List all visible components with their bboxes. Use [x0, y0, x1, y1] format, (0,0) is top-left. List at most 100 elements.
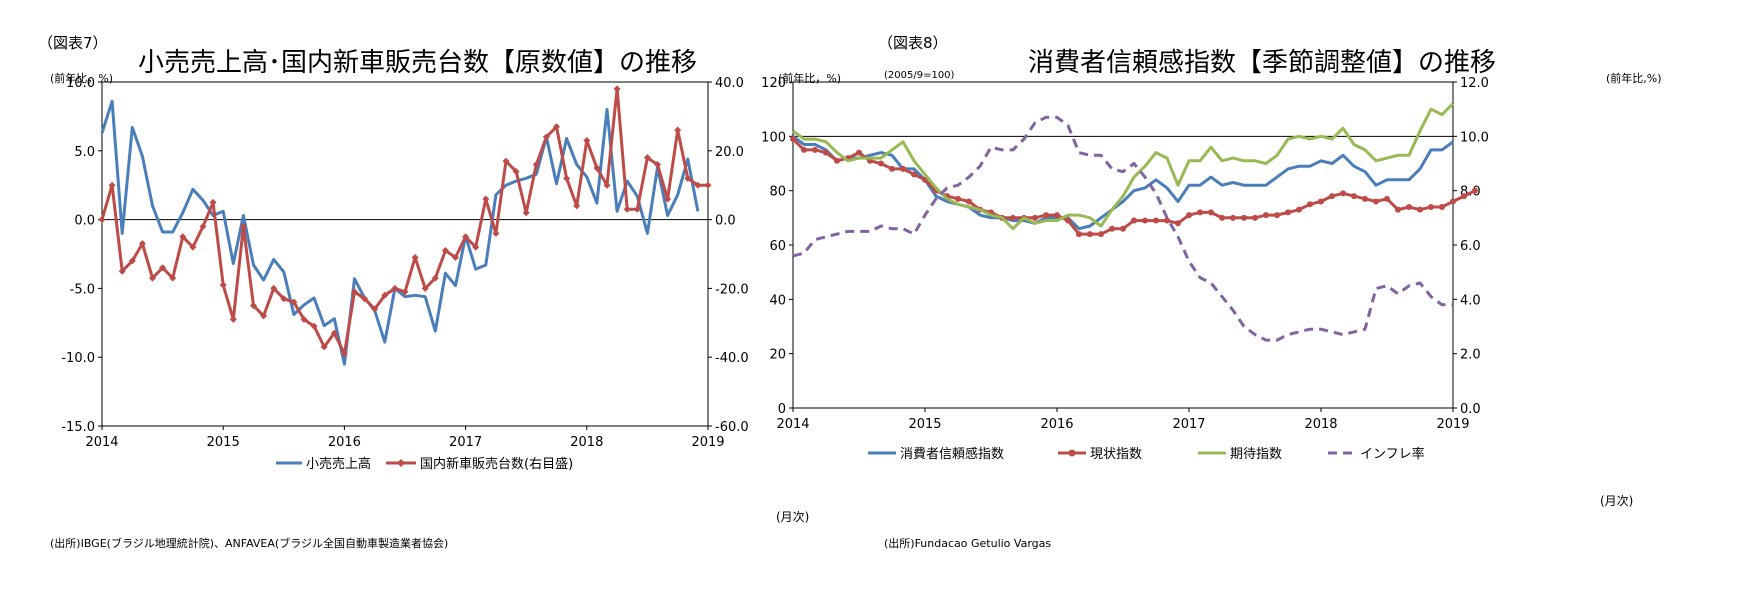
fig8-series-1-point	[1362, 195, 1368, 202]
fig8-right-tick-label: 2.0	[1460, 348, 1481, 363]
fig7-series-1-point	[229, 315, 237, 323]
figure-8-source: (出所)Fundacao Getulio Vargas	[884, 537, 1052, 550]
fig8-series-1-point	[1329, 193, 1335, 200]
fig7-series-1-point	[361, 295, 369, 303]
fig8-series-1-point	[1164, 217, 1170, 224]
fig7-series-1-point	[542, 133, 550, 141]
fig8-series-1-point	[812, 146, 818, 153]
fig7-series-1-point	[320, 343, 328, 351]
fig7-series-1-point	[391, 284, 399, 292]
fig8-series-1-point	[823, 149, 829, 156]
fig8-x-tick-label: 2017	[1172, 417, 1205, 432]
figure-7-chart: 10.0 5.0 0.0 -5.0 -10.0 -15.0 40.0 20.0 0.0 -20.0…	[61, 76, 748, 472]
fig7-series-1-point	[340, 350, 348, 358]
fig7-series-1-point	[128, 257, 136, 265]
fig7-series-1-point	[351, 288, 358, 296]
fig8-series-1-point	[1109, 225, 1115, 232]
fig7-series-1-point	[290, 298, 298, 306]
fig8-series-line-2	[792, 102, 1455, 231]
figure-8-label: （図表8）	[878, 34, 948, 52]
fig8-left-tick-label: 20	[769, 348, 786, 363]
fig7-series-1-point	[674, 126, 682, 134]
fig8-series-1-point	[856, 149, 862, 156]
fig7-series-1-point	[239, 222, 247, 230]
fig7-series-1-point	[199, 222, 207, 230]
fig8-series-1-point	[1428, 203, 1434, 210]
fig7-left-tick-label: 10.0	[66, 76, 95, 91]
fig8-series-1-point	[1076, 231, 1082, 238]
fig7-series-1-point	[189, 243, 197, 251]
figure-8-left-unit: (2005/9=100)	[884, 70, 955, 81]
fig8-x-tick-label: 2016	[1040, 417, 1073, 432]
fig8-series-1-point	[1087, 231, 1093, 238]
fig7-series-1-point	[371, 305, 379, 313]
fig7-series-1-point	[300, 315, 308, 323]
figure-8-panel: （図表8） 消費者信頼感指数【季節調整値】の推移 (2005/9=100) (前…	[761, 0, 1743, 604]
fig8-series-1-point	[1131, 217, 1137, 224]
fig8-series-1-point	[1010, 214, 1016, 221]
fig8-series-1-point	[1065, 217, 1071, 224]
fig7-series-1-point	[603, 181, 611, 189]
fig7-series-1-point	[169, 274, 177, 282]
fig7-right-tick-label: 20.0	[715, 145, 744, 160]
fig7-series-1-point	[330, 329, 338, 337]
figure-7-panel: （図表7） 小売売上高･国内新車販売台数【原数値】の推移 (前年比，%) (前年…	[0, 0, 860, 604]
figure-7-left-unit: (前年比，%)	[50, 72, 114, 85]
fig8-series-1-point	[966, 198, 972, 205]
fig7-series-1-point	[98, 216, 106, 224]
fig8-series-1-point	[1395, 206, 1401, 213]
fig7-left-tick-label: -5.0	[70, 282, 95, 297]
fig7-legend-label-0: 小売売上高	[306, 456, 371, 472]
fig7-series-1-point	[421, 284, 429, 292]
fig8-series-1-point	[878, 160, 884, 167]
fig8-series-1-point	[1439, 203, 1445, 210]
fig7-series-1-point	[118, 267, 126, 275]
fig7-series-1-point	[522, 209, 530, 217]
fig7-series-1-point	[492, 229, 500, 237]
fig8-series-1-point	[1120, 225, 1126, 232]
fig8-series-1-point	[1054, 212, 1060, 219]
fig7-x-tick-label: 2016	[328, 435, 361, 450]
fig7-series-1-point	[270, 284, 278, 292]
fig7-series-1-point	[623, 205, 631, 213]
fig7-series-1-point	[149, 274, 156, 282]
fig7-left-tick-label: -10.0	[61, 351, 95, 366]
figure-8-title: 消費者信頼感指数【季節調整値】の推移	[1028, 48, 1497, 78]
fig8-right-tick-label: 6.0	[1460, 239, 1481, 254]
fig8-series-1-point	[1175, 220, 1181, 227]
fig7-series-1-point	[573, 202, 581, 210]
fig8-right-tick-label: 4.0	[1460, 293, 1481, 308]
fig8-left-tick-label: 0	[778, 402, 786, 417]
fig8-series-1-point	[1307, 201, 1313, 208]
fig8-legend-label-3: インフレ率	[1360, 446, 1425, 462]
fig8-series-1-point	[1197, 209, 1203, 216]
fig8-legend-label-1: 現状指数	[1090, 447, 1142, 462]
fig7-series-line-1	[100, 87, 708, 356]
fig7-series-1-point	[643, 154, 651, 162]
fig8-legend-label-0: 消費者信頼感指数	[900, 446, 1004, 462]
fig8-series-1-point	[1219, 214, 1225, 221]
fig7-series-1-point	[159, 264, 167, 272]
fig8-x-tick-label: 2014	[776, 417, 809, 432]
fig8-series-1-point	[1373, 198, 1379, 205]
fig7-series-1-point	[431, 274, 439, 282]
fig8-series-1-point	[1241, 214, 1247, 221]
fig8-series-1-point	[900, 165, 906, 172]
fig7-series-1-point	[280, 295, 288, 303]
fig8-series-1-point	[790, 136, 796, 143]
fig7-x-tick-label: 2014	[85, 435, 118, 450]
fig7-series-1-point	[613, 85, 621, 93]
fig8-left-tick-label: 80	[769, 185, 786, 200]
fig7-series-1-point	[512, 167, 520, 175]
fig7-series-1-point	[633, 205, 641, 213]
fig8-right-tick-label: 12.0	[1460, 76, 1489, 91]
fig7-series-1-point	[502, 157, 510, 165]
fig7-series-1-point	[664, 195, 672, 203]
fig7-series-line-0	[100, 99, 700, 366]
fig7-right-tick-label: 40.0	[715, 76, 744, 91]
fig7-series-1-point	[310, 322, 318, 330]
fig7-series-1-point	[179, 233, 187, 241]
fig7-series-1-point	[381, 291, 389, 299]
figure-7-x-unit: (月次)	[776, 510, 810, 524]
fig8-legend-marker-1	[1068, 449, 1076, 457]
